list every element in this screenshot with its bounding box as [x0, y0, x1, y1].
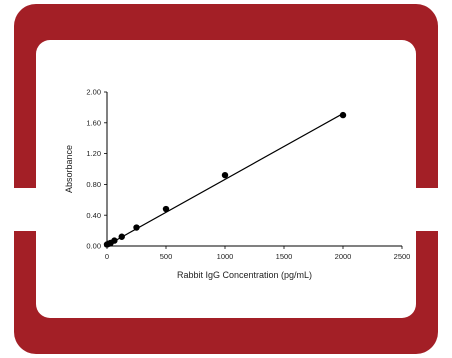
- y-tick-label: 0.40: [86, 211, 101, 220]
- y-tick-label: 1.20: [86, 149, 101, 158]
- data-point: [118, 233, 125, 240]
- x-axis-title: Rabbit IgG Concentration (pg/mL): [177, 270, 312, 280]
- y-axis-ticks: 0.00 0.40 0.80 1.20 1.60 2.00: [86, 88, 107, 251]
- frame-notch-left: [0, 188, 36, 231]
- y-tick-label: 2.00: [86, 88, 101, 97]
- data-points: [103, 111, 347, 248]
- x-tick-label: 0: [105, 252, 109, 261]
- x-tick-label: 1500: [276, 252, 293, 261]
- x-tick-label: 1000: [217, 252, 234, 261]
- x-axis-ticks: 0 500 1000 1500 2000 2500: [105, 246, 410, 261]
- data-point: [162, 205, 170, 213]
- trendline: [106, 113, 344, 246]
- y-tick-label: 0.00: [86, 242, 101, 251]
- data-point: [111, 237, 118, 244]
- frame-notch-right: [416, 188, 452, 231]
- x-tick-label: 2000: [335, 252, 352, 261]
- y-tick-label: 0.80: [86, 180, 101, 189]
- trendline-group: [106, 113, 344, 246]
- y-tick-label: 1.60: [86, 118, 101, 127]
- data-point: [133, 224, 140, 231]
- data-point: [221, 171, 229, 179]
- data-point: [339, 111, 347, 119]
- x-tick-label: 2500: [394, 252, 411, 261]
- x-tick-label: 500: [160, 252, 173, 261]
- y-axis-title: Absorbance: [64, 145, 74, 193]
- chart-axes: [106, 92, 402, 247]
